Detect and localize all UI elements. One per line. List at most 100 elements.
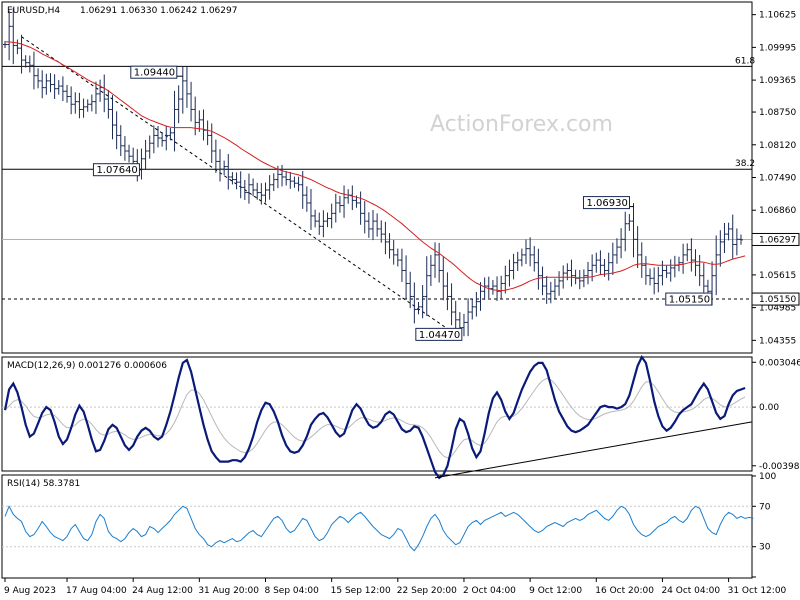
price-bar xyxy=(271,173,276,192)
price-bar xyxy=(350,185,355,211)
time-tick-label: 31 Aug 20:00 xyxy=(198,586,259,596)
price-tick-label: 1.07490 xyxy=(759,174,796,184)
macd-tick-label: 0.00 xyxy=(759,403,779,413)
price-bar xyxy=(668,259,673,282)
price-tick-label: 1.04355 xyxy=(759,336,796,346)
price-bar xyxy=(23,55,28,68)
price-bar xyxy=(15,39,20,55)
price-tick-label: 1.05615 xyxy=(759,271,796,281)
price-bar xyxy=(60,76,65,101)
price-bar xyxy=(358,191,363,225)
price-bar xyxy=(19,34,24,74)
price-bar xyxy=(118,125,123,157)
watermark: ActionForex.com xyxy=(430,112,613,137)
price-bar xyxy=(36,68,41,89)
price-bar xyxy=(337,195,342,213)
price-bar xyxy=(164,125,169,151)
rsi-axis: 100 70 30 xyxy=(2,472,776,578)
price-bar xyxy=(56,80,61,95)
price-tick-label: 1.09365 xyxy=(759,76,796,86)
price-bar xyxy=(180,66,185,114)
time-tick-label: 8 Sep 04:00 xyxy=(264,586,319,596)
price-bar xyxy=(81,98,86,118)
price-bar xyxy=(523,239,528,265)
price-bar xyxy=(342,185,347,218)
price-bar xyxy=(461,313,466,337)
price-bar xyxy=(619,228,624,259)
annotation-box xyxy=(582,196,630,210)
price-bar xyxy=(424,256,429,316)
price-tick-label: 1.08750 xyxy=(759,108,796,118)
price-bar xyxy=(213,139,218,173)
price-bars xyxy=(3,7,743,337)
price-bar xyxy=(184,66,189,108)
annotation-box xyxy=(130,65,178,79)
annotation-label: 1.05150 xyxy=(669,295,710,306)
price-bar xyxy=(404,255,409,299)
price-bar xyxy=(664,265,669,278)
moving-average-line xyxy=(5,41,746,292)
price-bar xyxy=(65,84,70,103)
price-bar xyxy=(263,182,268,203)
price-bar xyxy=(267,175,272,200)
price-bar xyxy=(536,248,541,290)
current-price-box xyxy=(751,232,800,246)
price-bar xyxy=(689,238,694,272)
price-bar xyxy=(325,212,330,228)
price-tick-label: 1.09995 xyxy=(759,43,796,53)
price-bar xyxy=(631,203,636,258)
price-bar xyxy=(11,7,16,65)
price-bar xyxy=(466,298,471,337)
price-annotation: 1.05150 xyxy=(665,292,713,306)
price-tick-label: 1.08120 xyxy=(759,141,796,151)
time-tick-label: 9 Oct 12:00 xyxy=(529,586,582,596)
ohlc-label: 1.06291 1.06330 1.06242 1.06297 xyxy=(80,6,237,16)
rsi-tick-label: 70 xyxy=(759,502,771,512)
price-bar xyxy=(238,171,243,199)
time-tick-label: 2 Oct 04:00 xyxy=(463,586,516,596)
price-bar xyxy=(48,73,53,93)
price-bar xyxy=(726,222,731,241)
price-bar xyxy=(685,243,690,262)
price-bar xyxy=(387,233,392,259)
price-bar xyxy=(40,70,45,99)
price-bar xyxy=(31,51,36,90)
price-bar xyxy=(648,268,653,286)
price-bar xyxy=(643,256,648,285)
price-bar xyxy=(151,125,156,154)
time-tick-label: 9 Aug 2023 xyxy=(4,586,56,596)
price-bar xyxy=(44,73,49,95)
rsi-label: RSI(14) 58.3781 xyxy=(7,479,80,489)
price-bar xyxy=(412,282,417,324)
price-annotation: 1.04470 xyxy=(415,327,463,341)
time-axis: 9 Aug 2023 17 Aug 04:00 24 Aug 12:00 31 Aug… xyxy=(4,578,787,596)
support-price-label: 1.05150 xyxy=(759,295,796,305)
price-bar xyxy=(284,170,289,186)
annotation-label: 1.06930 xyxy=(586,198,627,209)
annotation-box xyxy=(665,292,713,306)
price-bar xyxy=(308,188,313,230)
macd-panel xyxy=(1,356,753,472)
rsi-tick-label: 30 xyxy=(759,543,771,553)
price-bar xyxy=(453,300,458,331)
price-bar xyxy=(280,164,285,187)
price-annotations: 1.09440 1.07640 1.06930 1.04470 1.05150 xyxy=(92,65,713,341)
price-bar xyxy=(594,252,599,273)
price-bar xyxy=(89,94,94,112)
price-bar xyxy=(7,10,12,61)
price-bar xyxy=(362,201,367,234)
price-bar xyxy=(718,230,723,267)
current-price-label: 1.06297 xyxy=(759,235,796,245)
price-bar xyxy=(379,220,384,243)
rsi-line xyxy=(4,505,754,552)
price-bar xyxy=(639,242,644,278)
price-bar xyxy=(288,171,293,189)
price-bar xyxy=(73,92,78,114)
price-bar xyxy=(114,111,119,150)
price-bar xyxy=(474,291,479,317)
price-bar xyxy=(313,209,318,228)
price-bar xyxy=(155,125,160,148)
price-bar xyxy=(234,172,239,190)
